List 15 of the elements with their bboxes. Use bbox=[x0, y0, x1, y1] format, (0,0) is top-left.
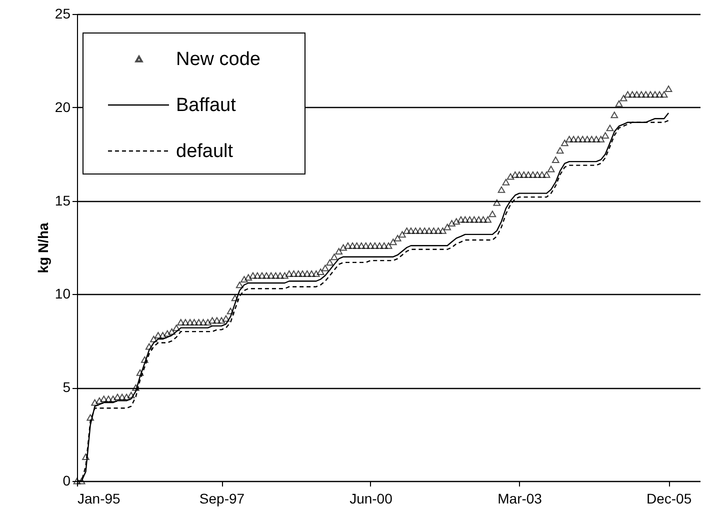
y-tick-label: 0 bbox=[62, 472, 71, 488]
x-tick-label: Jun-00 bbox=[350, 490, 393, 506]
y-axis-title: kg N/ha bbox=[34, 222, 51, 274]
y-tick-label: 15 bbox=[54, 192, 71, 208]
x-tick-label: Dec-05 bbox=[646, 490, 692, 506]
y-tick-label: 20 bbox=[54, 98, 71, 115]
legend-label: New code bbox=[176, 49, 260, 70]
y-tick-label: 10 bbox=[54, 286, 71, 302]
x-tick-label: Jan-95 bbox=[78, 490, 121, 506]
x-tick-label: Sep-97 bbox=[199, 490, 245, 506]
legend-label: default bbox=[176, 141, 234, 162]
y-tick-label: 5 bbox=[62, 379, 71, 396]
x-tick-label: Mar-03 bbox=[498, 490, 542, 506]
y-tick-label: 25 bbox=[54, 6, 71, 22]
legend-label: Baffaut bbox=[176, 95, 237, 116]
